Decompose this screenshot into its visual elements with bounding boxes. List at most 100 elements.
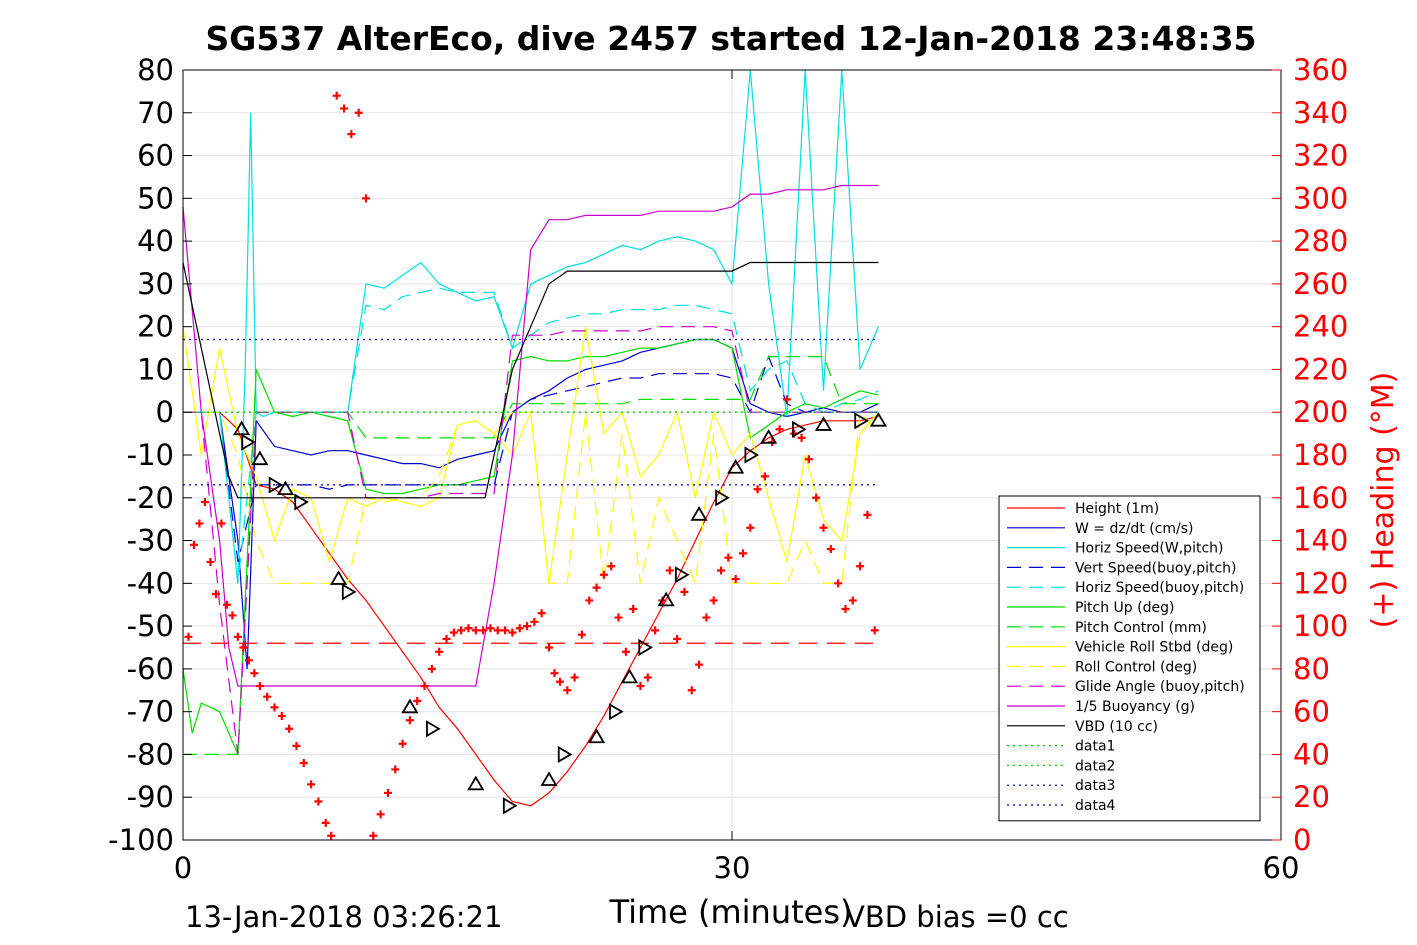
heading-point [724,553,733,562]
marker-layer [232,412,887,815]
heading-point [819,523,828,532]
depth-marker [638,638,653,657]
y-right-tick-label: 0 [1293,823,1311,857]
heading-point [621,647,630,656]
depth-marker [401,698,419,714]
heading-point [200,498,209,507]
y-right-tick-label: 240 [1293,310,1348,344]
depth-marker [715,489,730,507]
y-right-tick-label: 300 [1293,181,1348,215]
legend-label: Horiz Speed(buoy,pitch) [1075,580,1244,596]
y-tick-label: -20 [127,481,174,515]
heading-point [607,562,616,571]
series-line-glide-angle-buoy-pitch- [183,326,879,755]
y-tick-label: 50 [137,181,174,215]
y-tick-label: -50 [127,609,174,643]
legend-label: W = dz/dt (cm/s) [1075,521,1194,537]
legend-label: Roll Control (deg) [1075,659,1197,675]
legend-label: Horiz Speed(W,pitch) [1075,541,1223,557]
y-right-tick-label: 100 [1293,609,1348,643]
heading-point [435,647,444,656]
heading-point [665,566,674,575]
heading-point [383,788,392,797]
depth-marker [744,446,760,464]
heading-point [738,549,747,558]
heading-point [870,626,879,635]
legend-label: Pitch Control (mm) [1075,620,1207,636]
y-axis-label-right: (+) Heading (°M) [1366,372,1401,629]
heading-point [464,624,473,633]
legend-label: Pitch Up (deg) [1075,600,1174,616]
depth-marker [869,412,887,427]
legend-label: data3 [1075,778,1115,794]
legend-label: VBD (10 cc) [1075,719,1158,735]
y-tick-label: -60 [127,652,174,686]
heading-point [457,626,466,635]
depth-marker [792,420,807,438]
heading-point [501,626,510,635]
heading-point [239,643,248,652]
depth-marker [540,771,558,786]
depth-marker [251,450,269,466]
y-tick-label: -40 [127,566,174,600]
heading-point [255,682,264,690]
heading-point [848,596,857,605]
y-tick-label: 60 [137,139,174,173]
y-tick-label: -90 [127,780,174,814]
y-right-tick-label: 220 [1293,352,1348,386]
heading-point [826,545,835,554]
heading-point [695,660,704,669]
heading-point [555,677,564,686]
heading-point [405,716,414,725]
y-right-tick-label: 80 [1293,652,1330,686]
heading-point [277,711,286,720]
heading-point [523,622,532,631]
y-tick-label: 30 [137,267,174,301]
heading-point [195,519,204,528]
heading-point [782,395,791,404]
heading-point [687,686,696,695]
heading-point [599,570,608,579]
heading-point [479,626,488,635]
heading-point [292,741,301,750]
heading-point [449,628,458,637]
legend-label: Height (1m) [1075,501,1159,517]
series-line-w-dz-dt-cm-s- [183,338,879,669]
y-tick-label: -100 [108,823,174,857]
x-axis-label: Time (minutes) [609,893,853,931]
heading-point [545,643,553,652]
heading-point [285,724,294,733]
series-line-roll-control-deg- [183,410,879,586]
heading-point [327,831,336,840]
y-ticks-right: 3603403203002802602402202001801601401201… [1272,53,1348,857]
footer-timestamp: 13-Jan-2018 03:26:21 [185,900,502,934]
heading-point [834,579,843,588]
heading-point [537,609,546,618]
y-right-tick-label: 40 [1293,737,1330,771]
depth-marker [674,566,690,584]
x-tick-label: 0 [174,851,192,885]
y-tick-label: -70 [127,695,174,729]
heading-point [244,656,253,665]
depth-marker [727,459,745,474]
heading-point [797,433,806,442]
heading-point [515,624,524,633]
heading-point [263,692,272,701]
heading-point [442,634,451,643]
legend-label: Glide Angle (buoy,pitch) [1075,679,1245,695]
legend-label: data2 [1075,758,1115,774]
legend-label: data1 [1075,739,1115,755]
depth-marker [467,775,485,791]
heading-point [680,587,689,596]
legend-label: Vehicle Roll Stbd (deg) [1075,640,1233,656]
series-line-vbd-10-cc- [182,261,879,499]
heading-point [471,626,480,635]
depth-marker [268,476,284,494]
y-right-tick-label: 140 [1293,524,1348,558]
heading-point [391,765,400,774]
heading-point [398,739,407,748]
heading-point [563,686,572,695]
heading-point [550,669,559,678]
heading-point [636,682,645,690]
heading-point [717,566,726,575]
